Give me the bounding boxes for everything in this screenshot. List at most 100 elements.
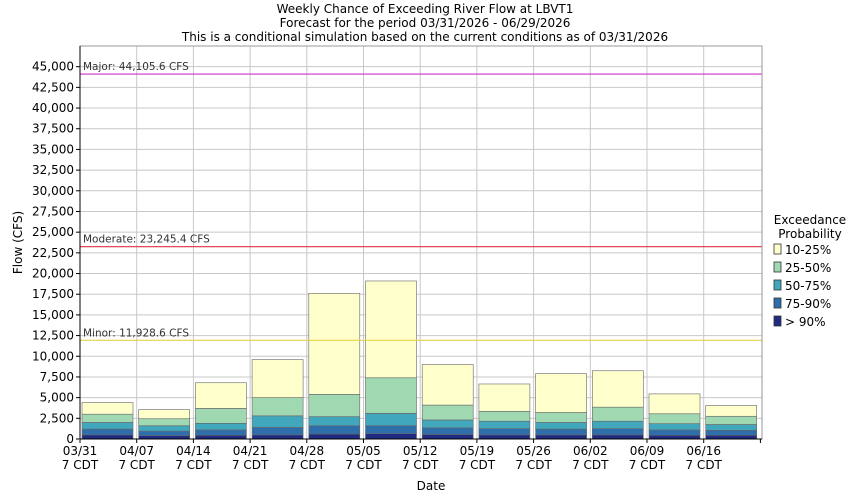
bar-segment: [648, 429, 701, 436]
bar-segment: [195, 434, 247, 440]
bar-segment: [421, 419, 474, 429]
bar-segment: [195, 408, 247, 424]
bar-segment: [365, 425, 417, 434]
bar-segment: [251, 415, 304, 428]
bar-segment: [535, 373, 587, 413]
x-tick-label-time: 7 CDT: [515, 458, 552, 472]
bar-segment: [478, 428, 531, 436]
bar-segment: [705, 434, 758, 440]
y-tick-label: 35,000: [32, 142, 74, 156]
chart-subtitle-conditions: This is a conditional simulation based o…: [181, 30, 669, 44]
x-tick-label-time: 7 CDT: [685, 458, 722, 472]
x-tick-label: 04/07: [119, 444, 154, 458]
legend-label: 10-25%: [785, 243, 831, 257]
chart-title: Weekly Chance of Exceeding River Flow at…: [276, 2, 574, 16]
y-tick-label: 37,500: [32, 122, 74, 136]
bar-segment: [195, 382, 247, 409]
y-tick-label: 22,500: [32, 246, 74, 260]
x-tick-label: 03/31: [63, 444, 98, 458]
bar-segment: [308, 293, 361, 395]
bar-segment: [421, 427, 474, 435]
bar-segment: [705, 424, 758, 431]
x-tick-label-time: 7 CDT: [62, 458, 99, 472]
x-tick-label-time: 7 CDT: [629, 458, 666, 472]
y-tick-label: 12,500: [32, 329, 74, 343]
bar-segment: [535, 422, 587, 430]
x-tick-label: 05/19: [460, 444, 495, 458]
threshold-label: Major: 44,105.6 CFS: [83, 61, 189, 73]
x-tick-label: 05/05: [346, 444, 381, 458]
grid: [80, 46, 762, 440]
bar-segment: [705, 415, 758, 425]
y-tick-label: 25,000: [32, 225, 74, 239]
y-tick-label: 30,000: [32, 184, 74, 198]
y-tick-label: 20,000: [32, 267, 74, 281]
bar-segment: [251, 397, 304, 417]
x-tick-label: 04/14: [176, 444, 211, 458]
bar-segment: [591, 434, 644, 440]
x-axis-label: Date: [417, 479, 446, 493]
legend-swatch: [773, 279, 782, 291]
x-tick-label-time: 7 CDT: [289, 458, 326, 472]
x-tick-label: 06/09: [630, 444, 665, 458]
bar-segment: [421, 404, 474, 421]
bar-segment: [421, 434, 474, 440]
bars: [81, 280, 758, 440]
bar-segment: [138, 425, 190, 432]
bar-segment: [705, 430, 758, 436]
bar-segment: [365, 377, 417, 414]
legend-label: 75-90%: [785, 297, 831, 311]
threshold-label: Minor: 11,928.6 CFS: [83, 327, 189, 339]
bar-segment: [648, 413, 701, 424]
bar-segment: [478, 410, 531, 422]
bar-segment: [308, 416, 361, 427]
legend-swatch: [773, 297, 782, 309]
y-tick-label: 32,500: [32, 163, 74, 177]
x-tick-label: 05/26: [516, 444, 551, 458]
y-tick-label: 45,000: [32, 60, 74, 74]
bar-segment: [591, 370, 644, 408]
x-tick-label-time: 7 CDT: [232, 458, 269, 472]
x-tick-label-time: 7 CDT: [572, 458, 609, 472]
legend-label: 50-75%: [785, 279, 831, 293]
bar-segment: [308, 425, 361, 435]
bar-segment: [591, 428, 644, 436]
bar-segment: [138, 418, 190, 427]
y-tick-label: 7,500: [40, 370, 74, 384]
legend-swatch: [773, 243, 782, 255]
bar-segment: [81, 428, 134, 436]
y-tick-label: 5,000: [40, 391, 74, 405]
bar-segment: [138, 430, 190, 436]
bar-segment: [365, 433, 417, 440]
bar-segment: [535, 412, 587, 423]
legend-label: > 90%: [785, 315, 826, 329]
bar-segment: [81, 422, 134, 430]
x-tick-label-time: 7 CDT: [345, 458, 382, 472]
bar-segment: [421, 364, 474, 406]
x-tick-label: 06/02: [573, 444, 608, 458]
bar-segment: [365, 280, 417, 379]
chart-subtitle-forecast-period: Forecast for the period 03/31/2026 - 06/…: [279, 16, 571, 30]
bar-segment: [308, 433, 361, 440]
x-tick-label-time: 7 CDT: [402, 458, 439, 472]
y-tick-label: 0: [66, 432, 74, 446]
bar-segment: [478, 383, 531, 412]
bar-segment: [535, 428, 587, 436]
bar-segment: [251, 359, 304, 398]
x-tick-label: 06/16: [686, 444, 721, 458]
x-tick-label: 05/12: [403, 444, 438, 458]
bar-segment: [478, 420, 531, 429]
bar-segment: [195, 429, 247, 436]
legend-title: Exceedance: [774, 213, 846, 227]
bar-segment: [81, 413, 134, 423]
bar-segment: [591, 406, 644, 422]
legend-swatch: [773, 261, 782, 273]
bar-segment: [138, 409, 190, 420]
y-axis-label: Flow (CFS): [11, 211, 25, 274]
bar-segment: [251, 434, 304, 440]
y-tick-label: 42,500: [32, 80, 74, 94]
thresholds: Major: 44,105.6 CFS Moderate: 23,245.4 CF…: [80, 61, 762, 341]
y-tick-label: 27,500: [32, 204, 74, 218]
bar-segment: [81, 434, 134, 440]
